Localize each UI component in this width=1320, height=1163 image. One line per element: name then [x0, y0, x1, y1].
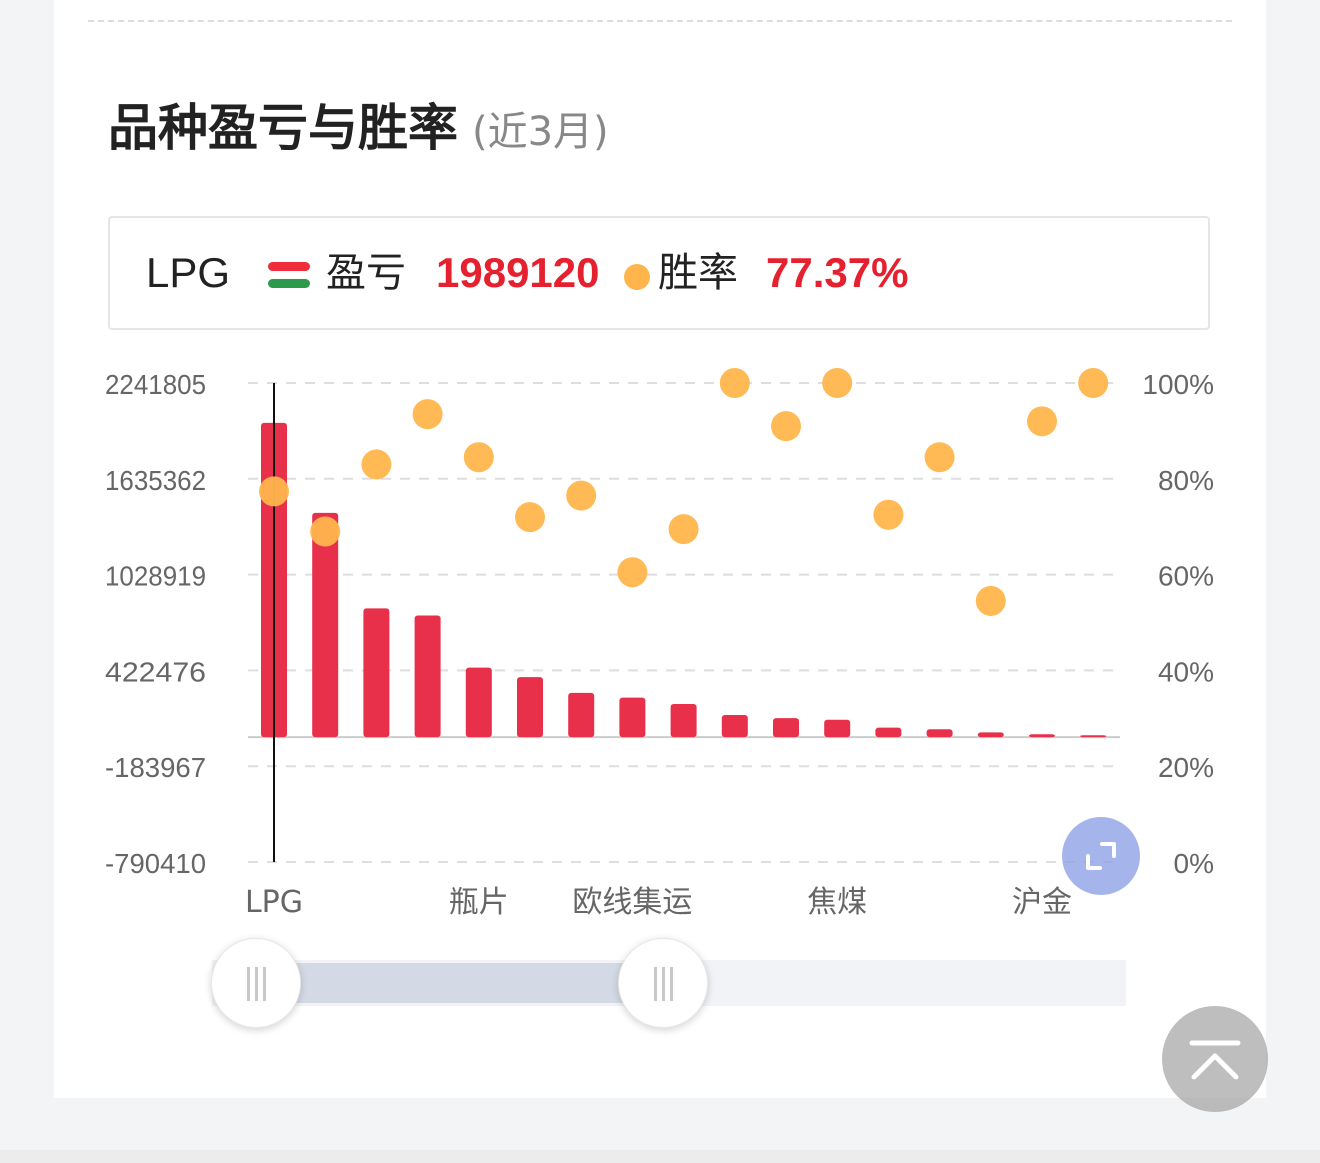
winrate-point	[822, 368, 853, 398]
left-axis-tick-label: 1028919	[105, 561, 206, 592]
pnl-bar	[363, 608, 390, 738]
left-axis-tick-label: -183967	[105, 752, 206, 783]
winrate-point	[259, 476, 289, 507]
right-axis-tick-label: 40%	[1158, 656, 1214, 687]
zoom-slider-range[interactable]	[256, 963, 664, 1003]
winrate-point	[771, 411, 801, 442]
right-axis-tick-label: 60%	[1158, 561, 1214, 592]
winrate-point	[873, 499, 904, 530]
x-axis-tick-label: 瓶片	[449, 885, 509, 920]
tooltip-legend: LPG 盈亏 1989120 胜率 77.37%	[108, 216, 1210, 330]
pnl-winrate-chart[interactable]: 2241805 1635362 1028919 422476 -183967 -79041…	[0, 0, 1320, 930]
pnl-bar	[312, 512, 339, 738]
left-axis-tick-label: 422476	[105, 656, 206, 687]
legend-pnl-value: 1989120	[436, 249, 600, 296]
winrate-point	[975, 585, 1006, 616]
x-axis-tick-label: 焦煤	[807, 885, 867, 920]
expand-icon	[1086, 842, 1116, 870]
right-axis-tick-label: 80%	[1158, 465, 1214, 496]
legend-winrate-value: 77.37%	[766, 249, 909, 296]
x-axis-tick-label: 欧线集运	[572, 885, 692, 920]
arrow-up-icon	[1189, 1040, 1241, 1080]
right-axis-tick-label: 20%	[1158, 752, 1214, 783]
pnl-bar	[619, 697, 646, 738]
x-axis-tick-label: LPG	[245, 885, 303, 920]
left-axis-tick-label: 1635362	[105, 465, 206, 496]
zoom-slider-start-handle[interactable]	[211, 938, 301, 1028]
pnl-bar	[517, 677, 543, 738]
x-axis-tick-label: 沪金	[1012, 885, 1072, 920]
pnl-bar	[414, 615, 441, 738]
pnl-bar	[721, 715, 748, 738]
top-divider	[88, 20, 1232, 22]
grip-icon	[652, 967, 676, 1001]
pnl-bar	[773, 718, 799, 738]
left-axis-tick-label: -790410	[105, 848, 206, 879]
pnl-legend-icon	[268, 262, 310, 288]
winrate-point	[1027, 406, 1057, 437]
winrate-point	[361, 449, 392, 480]
pnl-bar	[977, 732, 1004, 738]
winrate-point	[310, 516, 341, 547]
chart-card	[54, 0, 1266, 1098]
right-axis-tick-label: 100%	[1142, 369, 1214, 400]
back-to-top-button[interactable]	[1162, 1006, 1268, 1112]
winrate-point	[719, 368, 750, 398]
pnl-bar	[670, 703, 697, 738]
pnl-bar	[926, 729, 953, 738]
winrate-point	[1078, 368, 1109, 398]
winrate-point	[617, 557, 648, 588]
winrate-point	[668, 514, 699, 545]
winrate-point	[515, 502, 545, 533]
chart-header: 品种盈亏与胜率 (近3月)	[108, 88, 609, 160]
winrate-legend-icon	[624, 264, 650, 290]
legend-pnl-label: 盈亏	[326, 250, 406, 296]
grip-icon	[245, 967, 269, 1001]
pnl-bar	[1080, 735, 1107, 738]
pnl-bar	[824, 719, 851, 738]
winrate-point	[924, 442, 955, 473]
left-axis-tick-label: 2241805	[105, 369, 206, 400]
pnl-bar	[875, 727, 902, 738]
winrate-point	[463, 442, 494, 473]
winrate-point	[412, 399, 443, 430]
right-axis-tick-label: 0%	[1174, 848, 1214, 879]
chart-subtitle: (近3月)	[472, 109, 609, 155]
expand-button[interactable]	[1062, 817, 1140, 895]
legend-winrate-label: 胜率	[658, 250, 738, 296]
legend-category-name: LPG	[146, 249, 231, 296]
page-bottom-strip	[0, 1150, 1320, 1163]
pnl-bar	[568, 692, 595, 738]
pnl-bar	[465, 667, 492, 738]
pnl-bar	[1029, 734, 1055, 738]
zoom-slider-end-handle[interactable]	[618, 938, 708, 1028]
winrate-point	[566, 480, 597, 511]
chart-title: 品种盈亏与胜率	[108, 99, 458, 157]
